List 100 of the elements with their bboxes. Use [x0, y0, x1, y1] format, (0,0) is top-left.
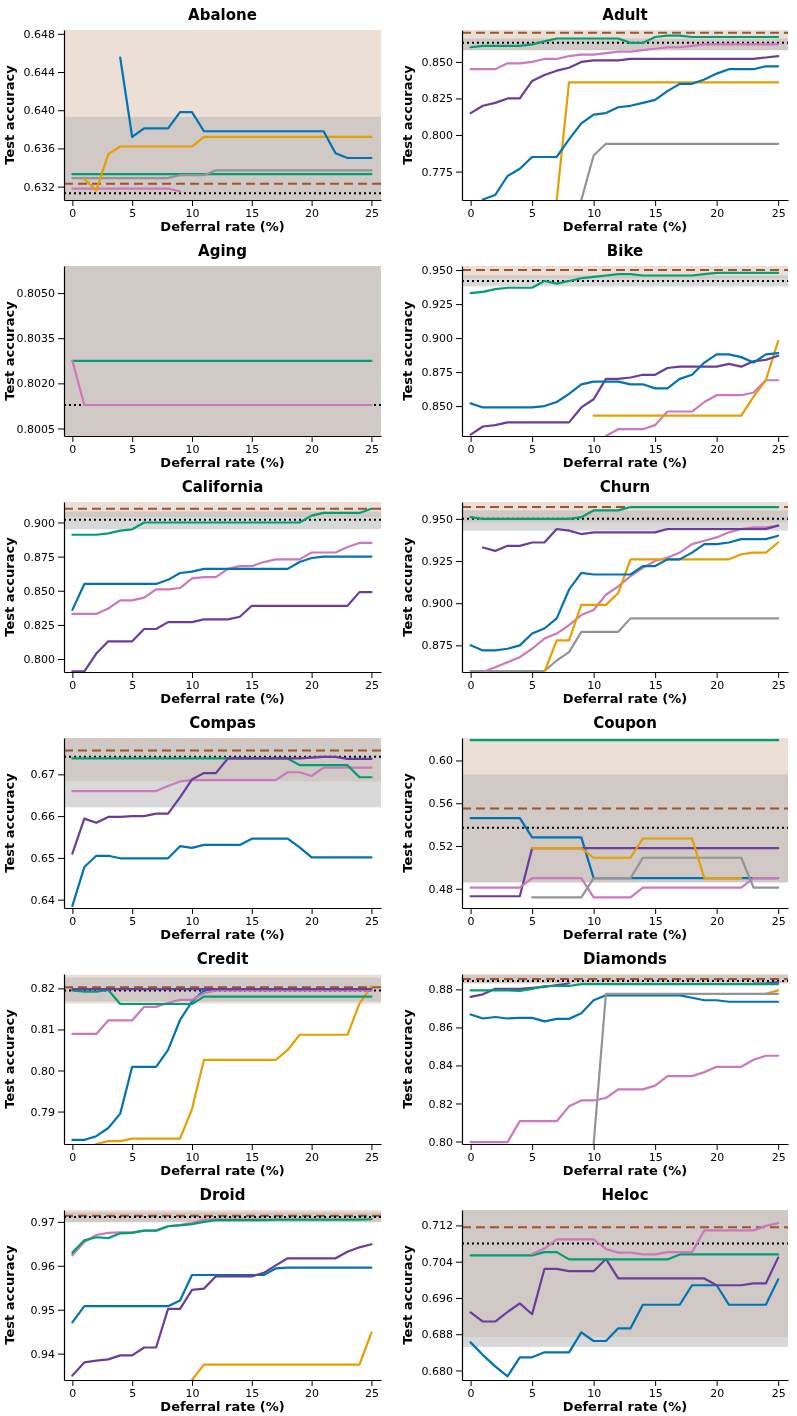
line-series	[531, 837, 743, 880]
line-series	[71, 555, 373, 611]
chart-title: California	[181, 478, 264, 496]
y-tick-label: 0.8035	[16, 332, 55, 346]
x-tick-label: 0	[69, 206, 77, 220]
y-axis-title: Test accuracy	[2, 64, 17, 165]
y-tick-label: 0.88	[428, 983, 453, 997]
y-tick-label: 0.636	[23, 142, 55, 156]
line-series	[71, 766, 373, 793]
y-tick-label: 0.66	[30, 810, 55, 824]
x-tick-label: 0	[69, 1386, 77, 1400]
y-axis-title: Test accuracy	[400, 64, 415, 165]
x-tick-label: 20	[305, 442, 320, 456]
y-axis-title: Test accuracy	[400, 1008, 415, 1109]
x-tick-label: 5	[529, 1386, 537, 1400]
y-axis-title: Test accuracy	[400, 1244, 415, 1345]
chart-title: Bike	[606, 242, 644, 260]
x-tick-label: 25	[771, 1150, 786, 1164]
line-series	[469, 271, 780, 295]
x-tick-label: 15	[245, 678, 260, 692]
line-series	[469, 1251, 780, 1261]
y-tick-label: 0.696	[421, 1291, 453, 1305]
x-axis-title: Deferral rate (%)	[160, 219, 285, 234]
x-tick-label: 25	[364, 1386, 379, 1400]
x-tick-label: 15	[648, 442, 663, 456]
x-tick-label: 25	[771, 678, 786, 692]
line-series	[531, 1222, 780, 1256]
x-tick-label: 20	[710, 914, 725, 928]
line-series	[469, 351, 780, 409]
y-tick-label: 0.850	[421, 55, 453, 69]
chart-title: Heloc	[601, 1186, 649, 1204]
chart-title: Compas	[189, 714, 256, 732]
x-tick-label: 25	[364, 442, 379, 456]
y-axis-title: Test accuracy	[2, 300, 17, 401]
y-tick-label: 0.632	[23, 180, 55, 194]
x-axis-title: Deferral rate (%)	[562, 927, 688, 942]
y-axis-title: Test accuracy	[2, 772, 17, 873]
x-tick-label: 10	[185, 442, 200, 456]
x-tick-label: 20	[710, 678, 725, 692]
x-axis-title: Deferral rate (%)	[562, 1163, 688, 1178]
chart-title: Adult	[602, 6, 648, 24]
y-tick-label: 0.800	[23, 653, 55, 667]
x-tick-label: 0	[69, 1150, 77, 1164]
y-tick-label: 0.825	[23, 618, 55, 632]
line-series	[543, 541, 780, 672]
x-axis-title: Deferral rate (%)	[562, 219, 688, 234]
x-axis-title: Deferral rate (%)	[160, 1399, 285, 1414]
x-tick-label: 5	[129, 442, 137, 456]
y-tick-label: 0.875	[23, 550, 55, 564]
chart-title: Churn	[599, 478, 651, 496]
line-series	[71, 1266, 373, 1324]
x-tick-label: 25	[771, 1386, 786, 1400]
line-series	[71, 755, 373, 855]
line-series	[469, 34, 780, 49]
x-tick-label: 20	[305, 914, 320, 928]
x-tick-label: 25	[771, 206, 786, 220]
y-tick-label: 0.644	[23, 66, 55, 80]
y-tick-label: 0.48	[428, 882, 453, 896]
x-tick-label: 15	[245, 1150, 260, 1164]
line-series	[469, 982, 780, 993]
line-series	[95, 985, 373, 1144]
line-series	[469, 1054, 780, 1144]
y-tick-label: 0.925	[421, 298, 453, 312]
x-tick-label: 5	[529, 442, 537, 456]
y-tick-label: 0.96	[30, 1259, 55, 1273]
x-axis-title: Deferral rate (%)	[562, 1399, 688, 1414]
x-tick-label: 0	[467, 206, 475, 220]
x-tick-label: 15	[648, 678, 663, 692]
line-series	[481, 524, 780, 553]
x-tick-label: 10	[587, 442, 602, 456]
x-axis-title: Deferral rate (%)	[160, 455, 285, 470]
x-tick-label: 0	[69, 914, 77, 928]
line-series	[469, 994, 780, 1023]
y-tick-label: 0.648	[23, 27, 55, 41]
x-tick-label: 25	[364, 678, 379, 692]
y-axis-title: Test accuracy	[2, 1008, 17, 1109]
y-tick-label: 0.900	[23, 516, 55, 530]
x-tick-label: 15	[648, 1150, 663, 1164]
y-tick-label: 0.875	[421, 639, 453, 653]
line-series	[604, 379, 780, 436]
x-tick-label: 5	[129, 1150, 137, 1164]
x-tick-label: 25	[364, 206, 379, 220]
x-tick-label: 5	[129, 678, 137, 692]
y-tick-label: 0.8020	[16, 377, 55, 391]
line-series	[71, 507, 373, 536]
x-axis-title: Deferral rate (%)	[160, 1163, 285, 1178]
y-axis-title: Test accuracy	[400, 300, 415, 401]
y-tick-label: 0.84	[428, 1059, 453, 1073]
x-tick-label: 20	[305, 1150, 320, 1164]
x-tick-label: 20	[710, 1386, 725, 1400]
x-tick-label: 0	[69, 442, 77, 456]
y-tick-label: 0.875	[421, 366, 453, 380]
x-tick-label: 5	[529, 1150, 537, 1164]
x-tick-label: 20	[305, 206, 320, 220]
y-tick-label: 0.97	[30, 1215, 55, 1229]
line-series	[592, 339, 780, 417]
x-tick-label: 25	[771, 442, 786, 456]
line-series	[71, 989, 373, 1036]
chart-title: Aging	[198, 242, 247, 260]
x-tick-label: 15	[245, 914, 260, 928]
